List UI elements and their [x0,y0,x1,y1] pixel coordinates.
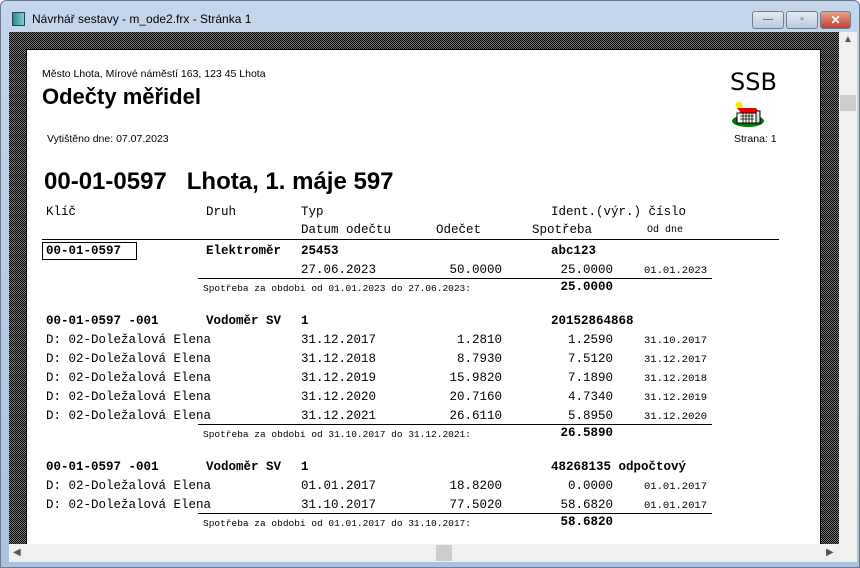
period-summary: Spotřeba za obdobi od 01.01.2017 do 31.1… [203,518,471,529]
reading-value: 26.6110 [449,409,502,423]
meter-type: 1 [301,460,309,474]
company-address: Město Lhota, Mírové náměstí 163, 123 45 … [42,68,266,80]
reading-label: D: 02-Doležalová Elena [46,371,212,385]
reading-from-date: 01.01.2023 [644,265,708,277]
meter-type: 25453 [301,244,339,258]
reading-from-date: 01.01.2017 [644,481,708,493]
vertical-scrollbar[interactable]: ▲ [839,32,857,544]
col-header-from: Od dne [647,225,684,236]
header-divider [42,239,779,240]
col-header-kind: Druh [206,205,237,219]
subtotal-divider [198,513,712,514]
scroll-right-icon[interactable]: ▶ [826,547,834,558]
logo-text: SSB [730,68,777,96]
vertical-scroll-thumb[interactable] [840,95,856,111]
reading-from-date: 01.01.2017 [644,500,708,512]
report-title: Odečty měřidel [42,84,201,109]
reading-consumption: 1.2590 [567,333,613,347]
reading-value: 15.9820 [449,371,502,385]
window-title: Návrhář sestavy - m_ode2.frx - Stránka 1 [32,12,252,26]
reading-date: 31.10.2017 [301,498,377,512]
minimize-button[interactable]: — [752,11,784,29]
subtotal-divider [198,278,712,279]
meter-key: 00-01-0597 -001 [46,460,159,474]
col-header-date: Datum odečtu [301,223,392,237]
reading-label: D: 02-Doležalová Elena [46,333,212,347]
meter-kind: Vodoměr SV [206,460,282,474]
meter-ident: 20152864868 [551,314,634,328]
reading-value: 50.0000 [449,263,502,277]
reading-consumption: 25.0000 [560,263,613,277]
reading-value: 1.2810 [456,333,502,347]
period-total: 25.0000 [560,280,613,294]
printed-date: Vytištěno dne: 07.07.2023 [47,133,169,145]
meter-key: 00-01-0597 -001 [46,314,159,328]
reading-consumption: 5.8950 [567,409,613,423]
preview-canvas: Město Lhota, Mírové náměstí 163, 123 45 … [9,32,839,544]
reading-date: 31.12.2017 [301,333,377,347]
reading-consumption: 0.0000 [567,479,613,493]
reading-date: 31.12.2021 [301,409,377,423]
reading-from-date: 31.10.2017 [644,335,708,347]
period-summary: Spotřeba za obdobi od 31.10.2017 do 31.1… [203,429,471,440]
col-header-key: Klíč [46,205,77,219]
horizontal-scrollbar[interactable]: ◀ ▶ [9,544,839,562]
scroll-left-icon[interactable]: ◀ [13,547,21,558]
reading-label: D: 02-Doležalová Elena [46,390,212,404]
preview-area: Město Lhota, Mírové náměstí 163, 123 45 … [9,32,857,562]
reading-label: D: 02-Doležalová Elena [46,479,212,493]
meter-key: 00-01-0597 [42,242,137,260]
reading-from-date: 31.12.2020 [644,411,708,423]
scroll-up-icon[interactable]: ▲ [843,34,853,45]
reading-value: 18.8200 [449,479,502,493]
reading-label: D: 02-Doležalová Elena [46,352,212,366]
reading-consumption: 4.7340 [567,390,613,404]
reading-consumption: 7.5120 [567,352,613,366]
horizontal-scroll-thumb[interactable] [436,545,452,561]
reading-date: 31.12.2019 [301,371,377,385]
period-total: 58.6820 [560,515,613,529]
meter-kind: Elektroměr [206,244,282,258]
col-header-type: Typ [301,205,324,219]
meter-type: 1 [301,314,309,328]
section-heading: 00-01-0597 Lhota, 1. máje 597 [44,168,394,195]
reading-value: 77.5020 [449,498,502,512]
period-summary: Spotřeba za obdobi od 01.01.2023 do 27.0… [203,283,471,294]
reading-date: 31.12.2018 [301,352,377,366]
subtotal-divider [198,424,712,425]
col-header-ident: Ident.(výr.) číslo [551,205,687,219]
reading-label: D: 02-Doležalová Elena [46,409,212,423]
reading-date: 31.12.2020 [301,390,377,404]
reading-from-date: 31.12.2019 [644,392,708,404]
period-total: 26.5890 [560,426,613,440]
reading-value: 20.7160 [449,390,502,404]
reading-consumption: 58.6820 [560,498,613,512]
page-number: Strana: 1 [734,133,777,145]
close-button[interactable]: ✕ [820,11,851,29]
col-header-reading: Odečet [436,223,482,237]
reading-label: D: 02-Doležalová Elena [46,498,212,512]
meter-ident: 48268135 odpočtový [551,460,687,474]
reading-date: 27.06.2023 [301,263,377,277]
reading-consumption: 7.1890 [567,371,613,385]
meter-kind: Vodoměr SV [206,314,282,328]
reading-from-date: 31.12.2017 [644,354,708,366]
maximize-button[interactable]: ▫ [786,11,818,29]
meter-ident: abc123 [551,244,597,258]
col-header-consumption: Spotřeba [532,223,593,237]
app-icon [12,12,25,26]
reading-from-date: 31.12.2018 [644,373,708,385]
report-page: Město Lhota, Mírové náměstí 163, 123 45 … [26,49,821,544]
reading-date: 01.01.2017 [301,479,377,493]
reading-value: 8.7930 [456,352,502,366]
building-logo-icon [732,101,764,127]
